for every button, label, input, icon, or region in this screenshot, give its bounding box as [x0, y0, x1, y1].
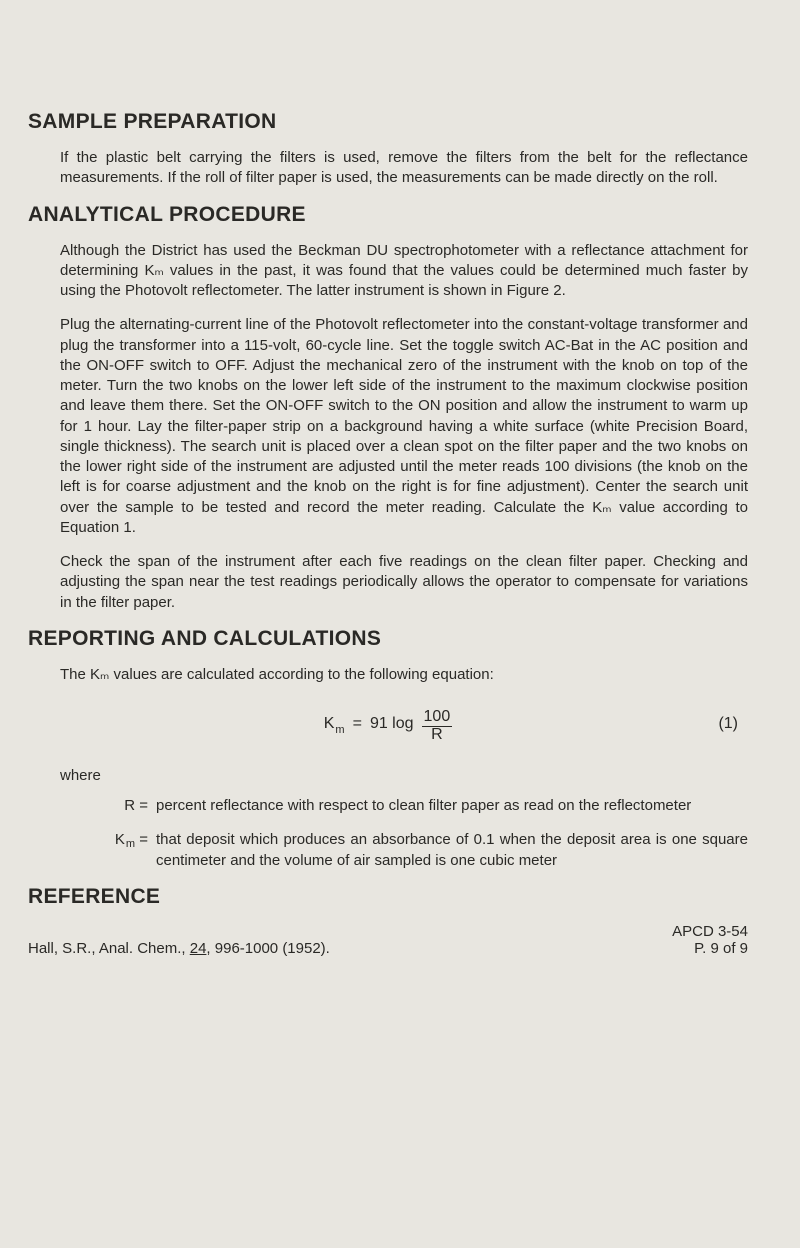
paragraph: Although the District has used the Beckm… — [28, 241, 748, 302]
paragraph: The Kₘ values are calculated according t… — [28, 665, 748, 685]
footer-row: Hall, S.R., Anal. Chem., 24, 996-1000 (1… — [28, 923, 748, 957]
definition-symbol: Km = — [98, 830, 156, 871]
heading-analytical-procedure: ANALYTICAL PROCEDURE — [28, 203, 748, 227]
symbol-k: K — [115, 831, 125, 848]
fraction-numerator: 100 — [422, 709, 453, 727]
page: SAMPLE PREPARATION If the plastic belt c… — [0, 0, 800, 1248]
document-id: APCD 3-54 — [672, 923, 748, 940]
symbol-subscript-m: m — [335, 724, 344, 736]
symbol-k: K — [324, 715, 335, 733]
citation-suffix: , 996-1000 (1952). — [206, 940, 329, 957]
definition-text: that deposit which produces an absorbanc… — [156, 830, 748, 871]
citation-prefix: Hall, S.R., Anal. Chem., — [28, 940, 190, 957]
equation-lhs: K m — [324, 715, 345, 733]
heading-reporting-calculations: REPORTING AND CALCULATIONS — [28, 627, 748, 651]
equation-coef-log: 91 log — [370, 715, 414, 733]
equals-sign: = — [353, 715, 362, 733]
page-number: P. 9 of 9 — [672, 940, 748, 957]
paragraph: Plug the alternating-current line of the… — [28, 315, 748, 538]
definition-text: percent reflectance with respect to clea… — [156, 796, 748, 816]
page-footer-right: APCD 3-54 P. 9 of 9 — [672, 923, 748, 957]
paragraph: If the plastic belt carrying the filters… — [28, 148, 748, 189]
equation-number: (1) — [718, 715, 738, 733]
reference-citation: Hall, S.R., Anal. Chem., 24, 996-1000 (1… — [28, 940, 672, 957]
top-margin — [28, 40, 748, 110]
definition-r: R = percent reflectance with respect to … — [28, 796, 748, 816]
paragraph: Check the span of the instrument after e… — [28, 552, 748, 613]
where-label: where — [28, 767, 748, 784]
fraction-denominator: R — [429, 727, 445, 744]
equation-1: K m = 91 log 100 R (1) — [28, 699, 748, 749]
equals-sign: = — [135, 831, 148, 848]
definition-km: Km = that deposit which produces an abso… — [28, 830, 748, 871]
citation-volume: 24 — [190, 940, 207, 957]
heading-reference: REFERENCE — [28, 885, 748, 909]
heading-sample-preparation: SAMPLE PREPARATION — [28, 110, 748, 134]
equation-fraction: 100 R — [422, 709, 453, 744]
equation-body: K m = 91 log 100 R — [324, 707, 452, 742]
definition-symbol: R = — [98, 796, 156, 816]
symbol-subscript-m: m — [126, 838, 135, 850]
